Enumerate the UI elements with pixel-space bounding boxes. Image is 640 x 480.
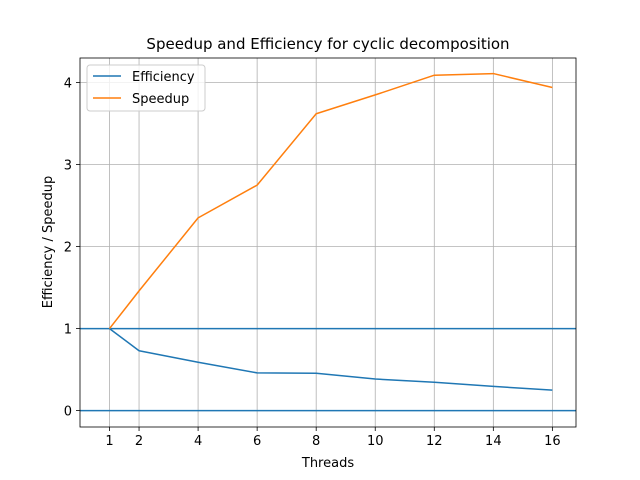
series-line-speedup (108, 72, 553, 330)
chart-title: Speedup and Efficiency for cyclic decomp… (146, 35, 509, 53)
legend-label: Speedup (132, 92, 189, 107)
y-tick-label: 0 (64, 405, 72, 420)
series-line-efficiency (109, 327, 553, 391)
x-tick-label: 8 (312, 434, 320, 449)
x-tick-label: 4 (194, 434, 202, 449)
x-tick-label: 14 (485, 434, 502, 449)
x-tick-label: 12 (426, 434, 443, 449)
y-tick-label: 2 (64, 241, 72, 256)
legend-label: Efficiency (132, 70, 195, 85)
y-tick-label: 4 (64, 77, 72, 92)
y-axis-label: Efficiency / Speedup (41, 176, 56, 309)
x-tick-label: 6 (253, 434, 261, 449)
x-tick-label: 2 (135, 434, 143, 449)
x-axis-label: Threads (301, 456, 354, 471)
x-tick-label: 16 (544, 434, 561, 449)
x-tick-label: 1 (105, 434, 113, 449)
x-tick-label: 10 (367, 434, 384, 449)
y-tick-label: 1 (64, 323, 72, 338)
y-tick-label: 3 (64, 159, 72, 174)
plot-frame (79, 57, 577, 428)
